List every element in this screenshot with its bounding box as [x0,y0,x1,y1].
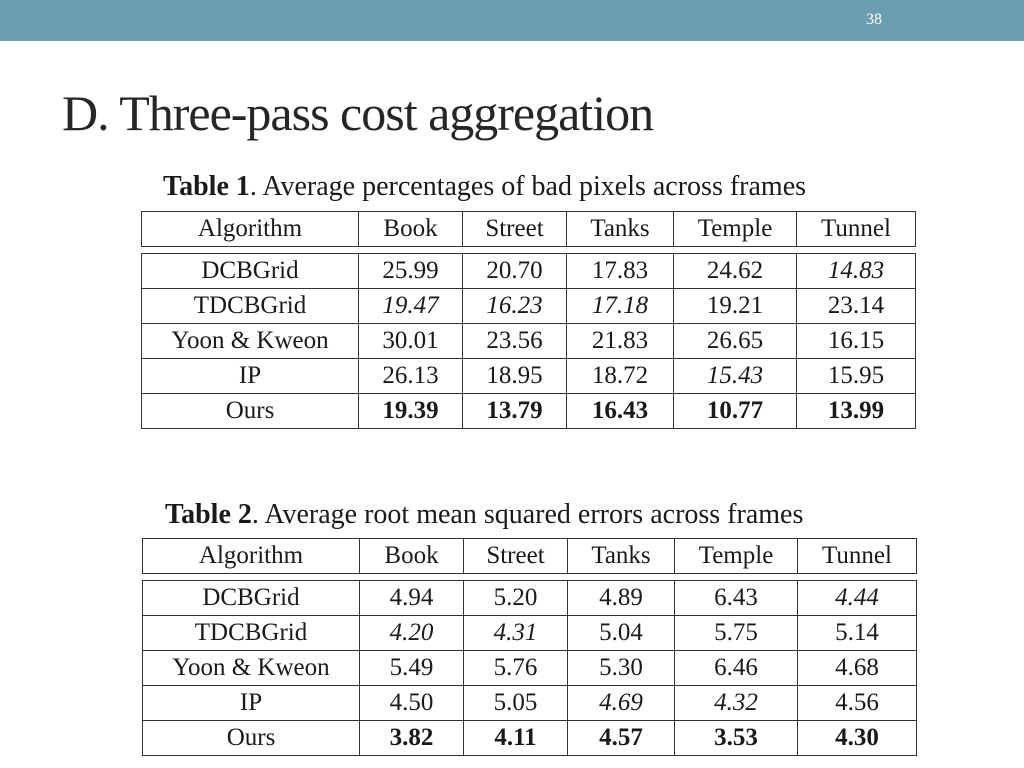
table-cell: 4.56 [797,685,917,721]
table-cell: 26.65 [673,323,797,359]
table-cell: 13.79 [462,393,567,429]
algorithm-name-cell: IP [142,685,360,721]
table-cell: 5.76 [463,650,568,686]
table-cell: 14.83 [796,253,916,289]
column-header-temple: Temple [674,538,798,574]
table-cell: 4.20 [359,615,464,651]
column-header-temple: Temple [673,211,797,247]
table-cell: 5.30 [567,650,675,686]
top-bar: 38 [0,0,1024,41]
table-row: TDCBGrid 4.20 4.31 5.04 5.75 5.14 [142,615,917,651]
table-cell: 26.13 [358,358,463,394]
column-header-algorithm: Algorithm [141,211,359,247]
table-cell: 4.57 [567,720,675,756]
table-2-header-row: Algorithm Book Street Tanks Temple Tunne… [142,538,917,574]
table-row: DCBGrid 25.99 20.70 17.83 24.62 14.83 [141,253,916,289]
column-header-tunnel: Tunnel [796,211,916,247]
table-2-caption: Table 2. Average root mean squared error… [165,499,803,531]
table-2-body: DCBGrid 4.94 5.20 4.89 6.43 4.44 TDCBGrid 4.20 4… [142,580,917,756]
table-cell: 17.83 [566,253,674,289]
table-cell: 4.69 [567,685,675,721]
table-row: IP 26.13 18.95 18.72 15.43 15.95 [141,358,916,394]
table-row: Ours 3.82 4.11 4.57 3.53 4.30 [142,720,917,756]
column-header-tanks: Tanks [566,211,674,247]
table-cell: 19.47 [358,288,463,324]
table-cell: 19.21 [673,288,797,324]
table-cell: 10.77 [673,393,797,429]
table-1-header: Algorithm Book Street Tanks Temple Tunne… [141,211,916,247]
table-2-caption-label: Table 2 [165,499,252,530]
table-cell: 3.53 [674,720,798,756]
table-2-header: Algorithm Book Street Tanks Temple Tunne… [142,538,917,574]
table-1-body: DCBGrid 25.99 20.70 17.83 24.62 14.83 TDCBGrid… [141,253,916,429]
table-cell: 23.14 [796,288,916,324]
table-row: Ours 19.39 13.79 16.43 10.77 13.99 [141,393,916,429]
table-cell: 4.30 [797,720,917,756]
table-cell: 19.39 [358,393,463,429]
algorithm-name-cell: DCBGrid [141,253,359,289]
table-cell: 15.43 [673,358,797,394]
table-row: Yoon & Kweon 30.01 23.56 21.83 26.65 16.15 [141,323,916,359]
table-cell: 5.49 [359,650,464,686]
table-cell: 18.72 [566,358,674,394]
slide-title: D. Three-pass cost aggregation [62,85,654,141]
column-header-book: Book [359,538,464,574]
table-1-caption-text: . Average percentages of bad pixels acro… [249,171,807,202]
table-cell: 16.43 [566,393,674,429]
algorithm-name-cell: IP [141,358,359,394]
table-2-caption-text: . Average root mean squared errors acros… [251,499,804,530]
column-header-street: Street [462,211,567,247]
table-cell: 5.20 [463,580,568,616]
table-cell: 4.11 [463,720,568,756]
table-row: TDCBGrid 19.47 16.23 17.18 19.21 23.14 [141,288,916,324]
table-cell: 17.18 [566,288,674,324]
table-row: Yoon & Kweon 5.49 5.76 5.30 6.46 4.68 [142,650,917,686]
column-header-tunnel: Tunnel [797,538,917,574]
table-cell: 25.99 [358,253,463,289]
algorithm-name-cell: TDCBGrid [141,288,359,324]
column-header-street: Street [463,538,568,574]
table-cell: 24.62 [673,253,797,289]
table-cell: 4.94 [359,580,464,616]
algorithm-name-cell: TDCBGrid [142,615,360,651]
column-header-book: Book [358,211,463,247]
table-1-caption: Table 1. Average percentages of bad pixe… [163,171,806,203]
table-row: DCBGrid 4.94 5.20 4.89 6.43 4.44 [142,580,917,616]
table-cell: 15.95 [796,358,916,394]
table-cell: 21.83 [566,323,674,359]
table-cell: 16.23 [462,288,567,324]
algorithm-name-cell: Yoon & Kweon [141,323,359,359]
table-cell: 30.01 [358,323,463,359]
algorithm-name-cell: Ours [141,393,359,429]
algorithm-name-cell: Yoon & Kweon [142,650,360,686]
table-cell: 4.89 [567,580,675,616]
table-1-caption-label: Table 1 [163,171,250,202]
slide-number: 38 [866,11,882,28]
table-cell: 4.31 [463,615,568,651]
column-header-tanks: Tanks [567,538,675,574]
table-cell: 18.95 [462,358,567,394]
table-cell: 13.99 [796,393,916,429]
table-cell: 5.14 [797,615,917,651]
table-cell: 4.50 [359,685,464,721]
table-cell: 4.44 [797,580,917,616]
table-1-header-row: Algorithm Book Street Tanks Temple Tunne… [141,211,916,247]
table-cell: 6.43 [674,580,798,616]
column-header-algorithm: Algorithm [142,538,360,574]
algorithm-name-cell: Ours [142,720,360,756]
table-cell: 3.82 [359,720,464,756]
table-cell: 5.75 [674,615,798,651]
table-cell: 16.15 [796,323,916,359]
algorithm-name-cell: DCBGrid [142,580,360,616]
table-cell: 5.04 [567,615,675,651]
table-cell: 6.46 [674,650,798,686]
table-cell: 5.05 [463,685,568,721]
table-cell: 4.32 [674,685,798,721]
table-cell: 23.56 [462,323,567,359]
table-cell: 4.68 [797,650,917,686]
table-cell: 20.70 [462,253,567,289]
table-row: IP 4.50 5.05 4.69 4.32 4.56 [142,685,917,721]
